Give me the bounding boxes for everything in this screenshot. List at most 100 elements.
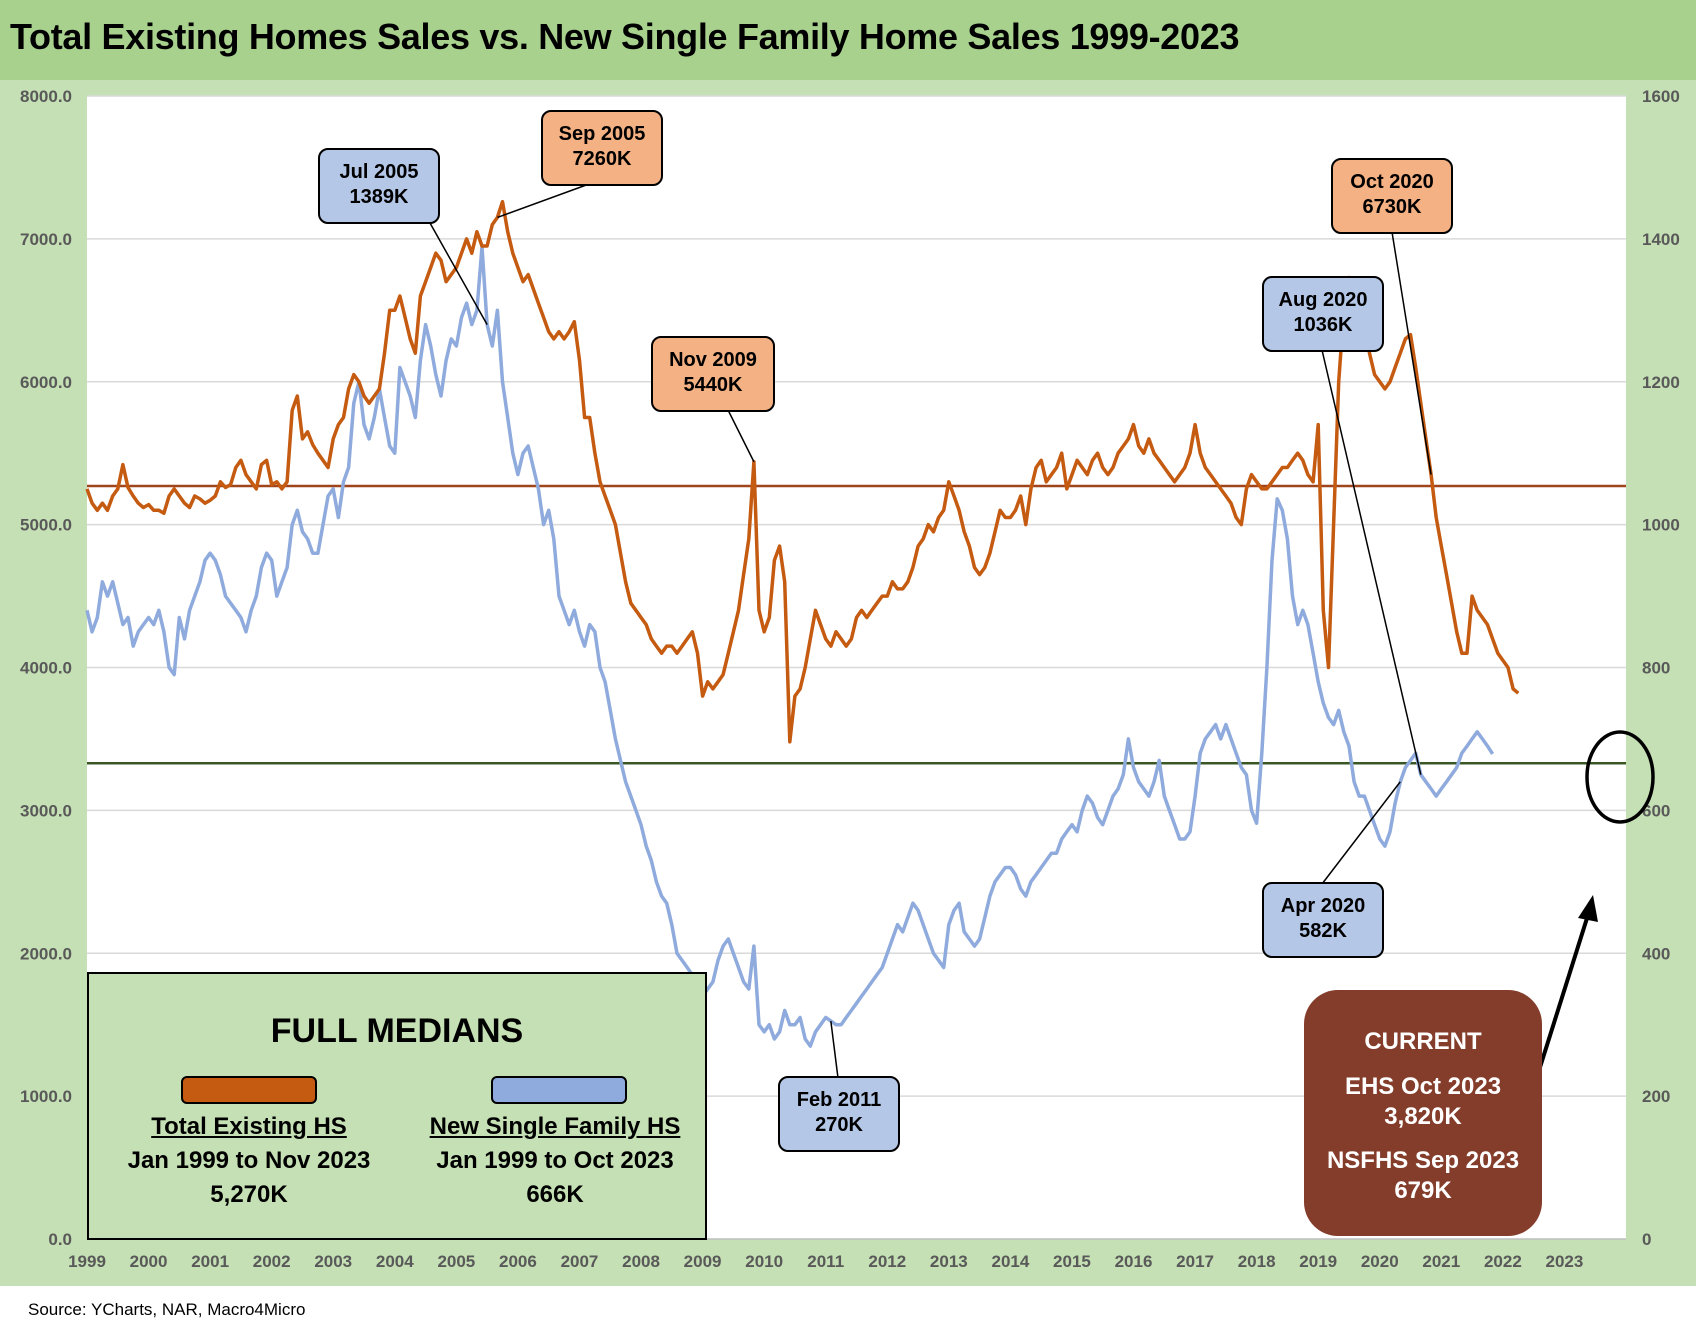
callout-nov-2009-label: Nov 2009	[669, 349, 757, 371]
x-tick-label: 2002	[253, 1252, 291, 1271]
new-median-period: Jan 1999 to Oct 2023	[436, 1147, 674, 1174]
y-left-tick-label: 6000.0	[20, 373, 72, 392]
y-left-tick-label: 0.0	[48, 1230, 72, 1249]
callout-apr-2020-label: Apr 2020	[1280, 895, 1366, 917]
series-lines	[85, 199, 1520, 1048]
x-tick-label: 2006	[499, 1252, 537, 1271]
y-right-tick-label: 1000	[1642, 516, 1680, 535]
current-nsfhs-value: 679K	[1394, 1177, 1452, 1204]
current-nsfhs: NSFHS Sep 2023 679K	[1304, 1146, 1542, 1206]
x-tick-label: 2018	[1238, 1252, 1276, 1271]
x-tick-label: 2004	[376, 1252, 414, 1271]
y-left-tick-label: 5000.0	[20, 516, 72, 535]
callout-apr-2020-value: 582K	[1299, 920, 1347, 942]
x-tick-label: 2019	[1299, 1252, 1337, 1271]
current-ehs: EHS Oct 2023 3,820K	[1304, 1072, 1542, 1132]
y-left-tick-label: 3000.0	[20, 801, 72, 820]
callout-nov-2009: Nov 2009 5440K	[651, 336, 775, 412]
y-left-tick-label: 1000.0	[20, 1087, 72, 1106]
x-tick-label: 2017	[1176, 1252, 1214, 1271]
callout-feb-2011: Feb 2011 270K	[778, 1076, 900, 1152]
y-right-tick-label: 1200	[1642, 373, 1680, 392]
x-tick-label: 2001	[191, 1252, 229, 1271]
y-right-tick-label: 800	[1642, 659, 1670, 678]
callout-aug-2020: Aug 2020 1036K	[1262, 276, 1384, 352]
current-title: CURRENT	[1364, 1028, 1482, 1055]
y-left-tick-label: 4000.0	[20, 659, 72, 678]
callout-nov-2009-value: 5440K	[683, 374, 743, 396]
full-medians-title: FULL MEDIANS	[270, 1012, 524, 1050]
y-left-tick-label: 8000.0	[20, 87, 72, 106]
callout-feb-2011-label: Feb 2011	[796, 1089, 882, 1111]
current-highlight-circle	[1585, 730, 1655, 824]
callout-sep-2005-label: Sep 2005	[558, 123, 646, 145]
chart-header: Total Existing Homes Sales vs. New Singl…	[0, 0, 1696, 80]
current-box: CURRENT EHS Oct 2023 3,820K NSFHS Sep 20…	[1304, 990, 1542, 1236]
x-tick-label: 2005	[437, 1252, 475, 1271]
y-left-tick-label: 2000.0	[20, 944, 72, 963]
current-arrow	[1534, 895, 1598, 1081]
callout-oct-2020-value: 6730K	[1362, 196, 1422, 218]
y-right-tick-label: 1400	[1642, 230, 1680, 249]
gridlines	[87, 95, 1626, 1097]
x-tick-label: 2016	[1115, 1252, 1153, 1271]
callout-feb-2011-value: 270K	[815, 1114, 863, 1136]
new-median-value: 666K	[526, 1181, 584, 1208]
x-tick-label: 2007	[561, 1252, 599, 1271]
x-tick-label: 2010	[745, 1252, 783, 1271]
x-tick-label: 2012	[868, 1252, 906, 1271]
existing-legend-swatch	[181, 1076, 317, 1104]
leader-jul-2005	[429, 222, 488, 325]
callout-sep-2005-value: 7260K	[572, 148, 632, 170]
x-tick-label: 2011	[807, 1252, 844, 1271]
leader-apr-2020	[1321, 781, 1401, 885]
x-tick-label: 2003	[314, 1252, 352, 1271]
leader-aug-2020	[1321, 349, 1422, 775]
existing-median-label: Total Existing HS	[151, 1113, 347, 1140]
x-tick-label: 2013	[930, 1252, 968, 1271]
callout-jul-2005-label: Jul 2005	[339, 161, 419, 183]
callout-apr-2020: Apr 2020 582K	[1262, 882, 1384, 958]
callout-jul-2005: Jul 2005 1389K	[318, 148, 440, 224]
axis-ticks: 0.0 1000.0 2000.0 3000.0 4000.0 5000.0 6000.0 7…	[20, 87, 1680, 1271]
y-right-tick-label: 1600	[1642, 87, 1680, 106]
callout-jul-2005-value: 1389K	[349, 186, 409, 208]
new-median-label: New Single Family HS	[429, 1113, 681, 1140]
source-note: Source: YCharts, NAR, Macro4Micro	[28, 1300, 306, 1319]
callout-aug-2020-value: 1036K	[1293, 314, 1353, 336]
chart-title: Total Existing Homes Sales vs. New Singl…	[10, 16, 1240, 57]
callout-oct-2020-label: Oct 2020	[1350, 171, 1434, 193]
y-right-tick-label: 400	[1642, 944, 1670, 963]
total-existing-line	[85, 199, 1520, 744]
y-left-tick-label: 7000.0	[20, 230, 72, 249]
new-median-column: New Single Family HS Jan 1999 to Oct 202…	[405, 1110, 705, 1212]
callout-aug-2020-label: Aug 2020	[1278, 289, 1368, 311]
leader-nov-2009	[727, 409, 755, 463]
leader-sep-2005	[497, 179, 601, 219]
x-tick-label: 2014	[991, 1252, 1029, 1271]
callout-sep-2005: Sep 2005 7260K	[541, 110, 663, 186]
callout-oct-2020: Oct 2020 6730K	[1331, 158, 1453, 234]
full-medians-box: FULL MEDIANS Total Existing HS Jan 1999 …	[87, 972, 707, 1240]
new-single-family-line	[85, 244, 1495, 1048]
y-right-tick-label: 200	[1642, 1087, 1670, 1106]
x-tick-label: 2021	[1422, 1252, 1460, 1271]
x-tick-label: 2015	[1053, 1252, 1091, 1271]
current-ehs-value: 3,820K	[1384, 1103, 1462, 1130]
x-tick-label: 2023	[1546, 1252, 1584, 1271]
new-legend-swatch	[491, 1076, 627, 1104]
leader-feb-2011	[830, 1021, 839, 1079]
x-tick-label: 2008	[622, 1252, 660, 1271]
callout-leaders	[429, 179, 1432, 1079]
x-tick-label: 1999	[68, 1252, 106, 1271]
current-nsfhs-label: NSFHS Sep 2023	[1326, 1147, 1520, 1174]
existing-median-period: Jan 1999 to Nov 2023	[127, 1147, 371, 1174]
x-tick-label: 2000	[130, 1252, 168, 1271]
x-tick-label: 2022	[1484, 1252, 1522, 1271]
chart-panel: 0.0 1000.0 2000.0 3000.0 4000.0 5000.0 6000.0 7…	[0, 80, 1696, 1286]
y-right-tick-label: 600	[1642, 801, 1670, 820]
current-ehs-label: EHS Oct 2023	[1344, 1073, 1502, 1100]
x-tick-label: 2020	[1361, 1252, 1399, 1271]
existing-median-value: 5,270K	[210, 1181, 288, 1208]
leader-oct-2020	[1391, 231, 1432, 475]
